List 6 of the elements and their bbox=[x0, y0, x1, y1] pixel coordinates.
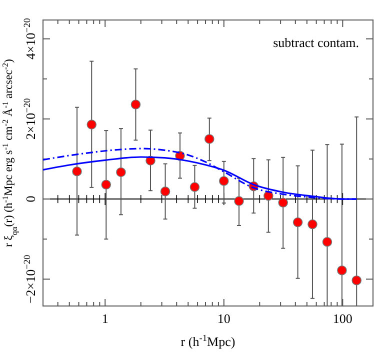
annotation: subtract contam. bbox=[273, 35, 359, 50]
y-tick-label: 0 bbox=[23, 196, 38, 202]
x-axis-title: r (h$^{-1}$Mpc) bbox=[180, 334, 236, 349]
x-tick-label: 10 bbox=[217, 311, 230, 326]
x-tick-label: 1 bbox=[102, 311, 108, 326]
x-tick-label: 100 bbox=[332, 311, 352, 326]
